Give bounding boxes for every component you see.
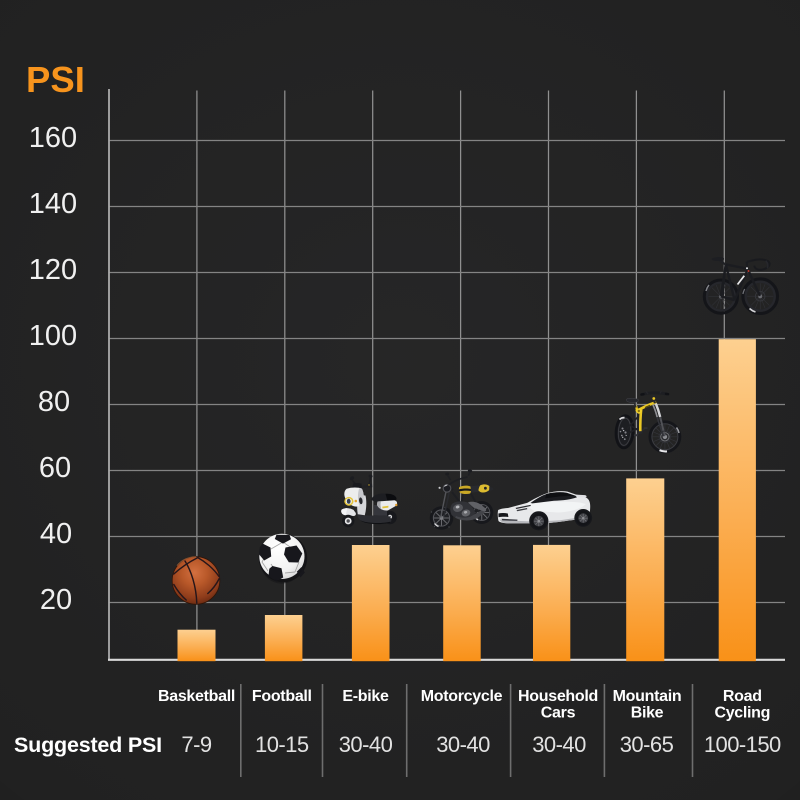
- svg-text:100-150: 100-150: [704, 732, 781, 757]
- svg-text:120: 120: [29, 254, 77, 286]
- svg-text:160: 160: [29, 122, 77, 154]
- svg-text:60: 60: [39, 452, 71, 484]
- svg-text:30-65: 30-65: [620, 732, 674, 757]
- svg-text:Basketball: Basketball: [158, 688, 235, 705]
- svg-text:PSI: PSI: [26, 59, 85, 100]
- svg-text:100: 100: [29, 320, 77, 352]
- svg-text:7-9: 7-9: [181, 732, 211, 757]
- svg-text:Cars: Cars: [541, 705, 576, 722]
- svg-text:30-40: 30-40: [436, 732, 490, 757]
- svg-text:30-40: 30-40: [532, 732, 586, 757]
- svg-text:Road: Road: [723, 688, 762, 705]
- svg-text:20: 20: [40, 584, 72, 616]
- svg-text:140: 140: [29, 188, 77, 220]
- svg-text:Mountain: Mountain: [613, 688, 682, 705]
- svg-text:Football: Football: [252, 688, 312, 705]
- svg-text:10-15: 10-15: [255, 732, 309, 757]
- svg-text:30-40: 30-40: [339, 732, 393, 757]
- svg-text:Bike: Bike: [631, 705, 664, 722]
- svg-text:40: 40: [40, 518, 72, 550]
- svg-text:E-bike: E-bike: [342, 688, 389, 705]
- svg-text:Household: Household: [518, 688, 598, 705]
- svg-text:Suggested PSI: Suggested PSI: [14, 733, 162, 757]
- svg-text:Cycling: Cycling: [714, 705, 770, 722]
- svg-text:Motorcycle: Motorcycle: [421, 688, 503, 705]
- svg-text:80: 80: [38, 386, 70, 418]
